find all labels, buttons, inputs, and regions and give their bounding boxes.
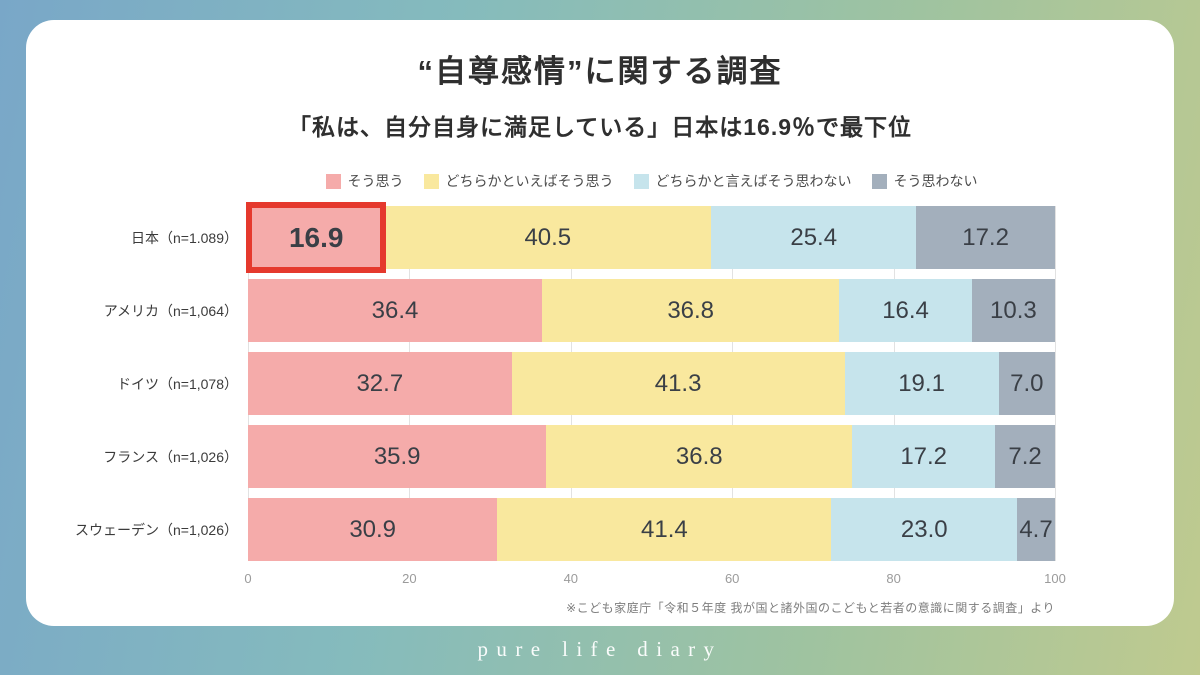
segment-value: 17.2 — [962, 223, 1009, 251]
segment-value: 17.2 — [900, 442, 948, 470]
row-label: スウェーデン（n=1,026） — [75, 521, 238, 538]
bar-row-3: フランス（n=1,026） 35.9 36.8 17.2 7.2 — [103, 425, 1055, 488]
source-note: ※こども家庭庁「令和５年度 我が国と諸外国のこどもと若者の意識に関する調査」より — [566, 601, 1055, 615]
bar-segment: 36.8 — [546, 425, 853, 488]
segment-value: 30.9 — [349, 515, 397, 543]
bar-segment: 40.5 — [384, 206, 712, 269]
bar-row-4: スウェーデン（n=1,026） 30.9 41.4 23.0 4.7 — [75, 498, 1055, 561]
bar-segment: 41.4 — [497, 498, 832, 561]
segment-value: 4.7 — [1019, 515, 1053, 543]
bar-segment: 25.4 — [711, 206, 917, 269]
row-label: アメリカ（n=1,064） — [103, 302, 238, 319]
x-axis: 0 20 40 60 80 100 — [244, 571, 1065, 589]
segment-value: 41.4 — [641, 515, 688, 543]
row-label: ドイツ（n=1,078） — [117, 375, 238, 392]
segment-value: 36.8 — [675, 442, 723, 470]
legend-swatch-icon — [633, 173, 649, 189]
bar-segment: 7.0 — [998, 352, 1055, 415]
x-tick-label: 100 — [1044, 571, 1066, 586]
x-tick-label: 20 — [402, 571, 417, 586]
bar-segment: 17.2 — [916, 206, 1055, 269]
segment-value: 41.3 — [654, 369, 702, 397]
stacked-bar-chart: そう思う どちらかといえばそう思う どちらかと言えばそう思わない そう思わない 日本（… — [75, 172, 1066, 616]
segment-value: 10.3 — [990, 296, 1037, 324]
bar-segment: 4.7 — [1017, 498, 1055, 561]
segment-value: 25.4 — [790, 223, 838, 251]
legend-swatch-icon — [423, 173, 439, 189]
segment-value: 23.0 — [900, 515, 948, 543]
bar-segment: 17.2 — [852, 425, 996, 488]
legend-item-3: そう思わない — [871, 171, 978, 191]
segment-value: 35.9 — [373, 442, 421, 470]
stacked-bar: 35.9 36.8 17.2 7.2 — [248, 425, 1055, 488]
legend-item-1: どちらかといえばそう思う — [423, 171, 614, 191]
segment-value: 40.5 — [524, 223, 572, 251]
bar-segment: 10.3 — [971, 279, 1055, 342]
x-tick-label: 80 — [886, 571, 901, 586]
bar-segment: 36.4 — [248, 279, 543, 342]
legend-label: そう思わない — [893, 173, 978, 189]
plot-area: 日本（n=1.089） 16.9 40.5 25.4 17.2 アメリカ（n=1,064）… — [75, 202, 1056, 561]
bar-segment: 30.9 — [248, 498, 498, 561]
legend-label: どちらかといえばそう思う — [445, 173, 614, 189]
segment-value: 32.7 — [356, 369, 404, 397]
row-label: フランス（n=1,026） — [103, 448, 238, 465]
bar-segment: 35.9 — [248, 425, 547, 488]
legend-swatch-icon — [325, 173, 341, 189]
legend-label: どちらかと言えばそう思わない — [655, 173, 852, 189]
bar-segment: 7.2 — [995, 425, 1055, 488]
bar-row-1: アメリカ（n=1,064） 36.4 36.8 16.4 10.3 — [104, 279, 1055, 342]
bar-rows: 日本（n=1.089） 16.9 40.5 25.4 17.2 アメリカ（n=1,064）… — [75, 202, 1055, 561]
segment-value: 36.8 — [667, 296, 715, 324]
card: “自尊感情”に関する調査 「私は、自分自身に満足している」日本は16.9％で最下… — [26, 20, 1174, 626]
stacked-bar: 30.9 41.4 23.0 4.7 — [248, 498, 1055, 561]
page-subtitle: 「私は、自分自身に満足している」日本は16.9％で最下位 — [287, 114, 913, 140]
bar-segment: 16.4 — [839, 279, 972, 342]
bar-segment: 36.8 — [542, 279, 840, 342]
x-tick-label: 0 — [244, 571, 252, 586]
bar-segment: 32.7 — [248, 352, 512, 415]
bar-segment: 23.0 — [831, 498, 1018, 561]
page-title: “自尊感情”に関する調査 — [417, 54, 783, 89]
bar-segment: 41.3 — [511, 352, 845, 415]
segment-value: 36.4 — [371, 296, 419, 324]
legend-swatch-icon — [871, 173, 887, 189]
gridline — [1055, 206, 1056, 561]
legend-label: そう思う — [347, 173, 404, 189]
legend-item-0: そう思う — [325, 171, 404, 191]
segment-value: 7.2 — [1008, 442, 1042, 470]
segment-value: 16.4 — [882, 296, 929, 324]
stacked-bar: 16.9 40.5 25.4 17.2 — [245, 202, 1055, 273]
stacked-bar: 36.4 36.8 16.4 10.3 — [248, 279, 1055, 342]
segment-value: 19.1 — [898, 369, 945, 397]
legend-item-2: どちらかと言えばそう思わない — [633, 171, 852, 191]
chart-legend: そう思う どちらかといえばそう思う どちらかと言えばそう思わない そう思わない — [248, 172, 1055, 190]
segment-value: 16.9 — [288, 221, 344, 253]
brand-footer: pure life diary — [477, 637, 723, 661]
x-tick-label: 40 — [563, 571, 579, 586]
bar-segment-highlighted: 16.9 — [245, 202, 387, 273]
bar-row-2: ドイツ（n=1,078） 32.7 41.3 19.1 7.0 — [117, 352, 1055, 415]
row-label: 日本（n=1.089） — [131, 229, 238, 246]
bar-segment: 19.1 — [844, 352, 999, 415]
stacked-bar: 32.7 41.3 19.1 7.0 — [248, 352, 1055, 415]
bar-row-0: 日本（n=1.089） 16.9 40.5 25.4 17.2 — [131, 202, 1055, 273]
segment-value: 7.0 — [1010, 369, 1044, 397]
x-tick-label: 60 — [724, 571, 740, 586]
